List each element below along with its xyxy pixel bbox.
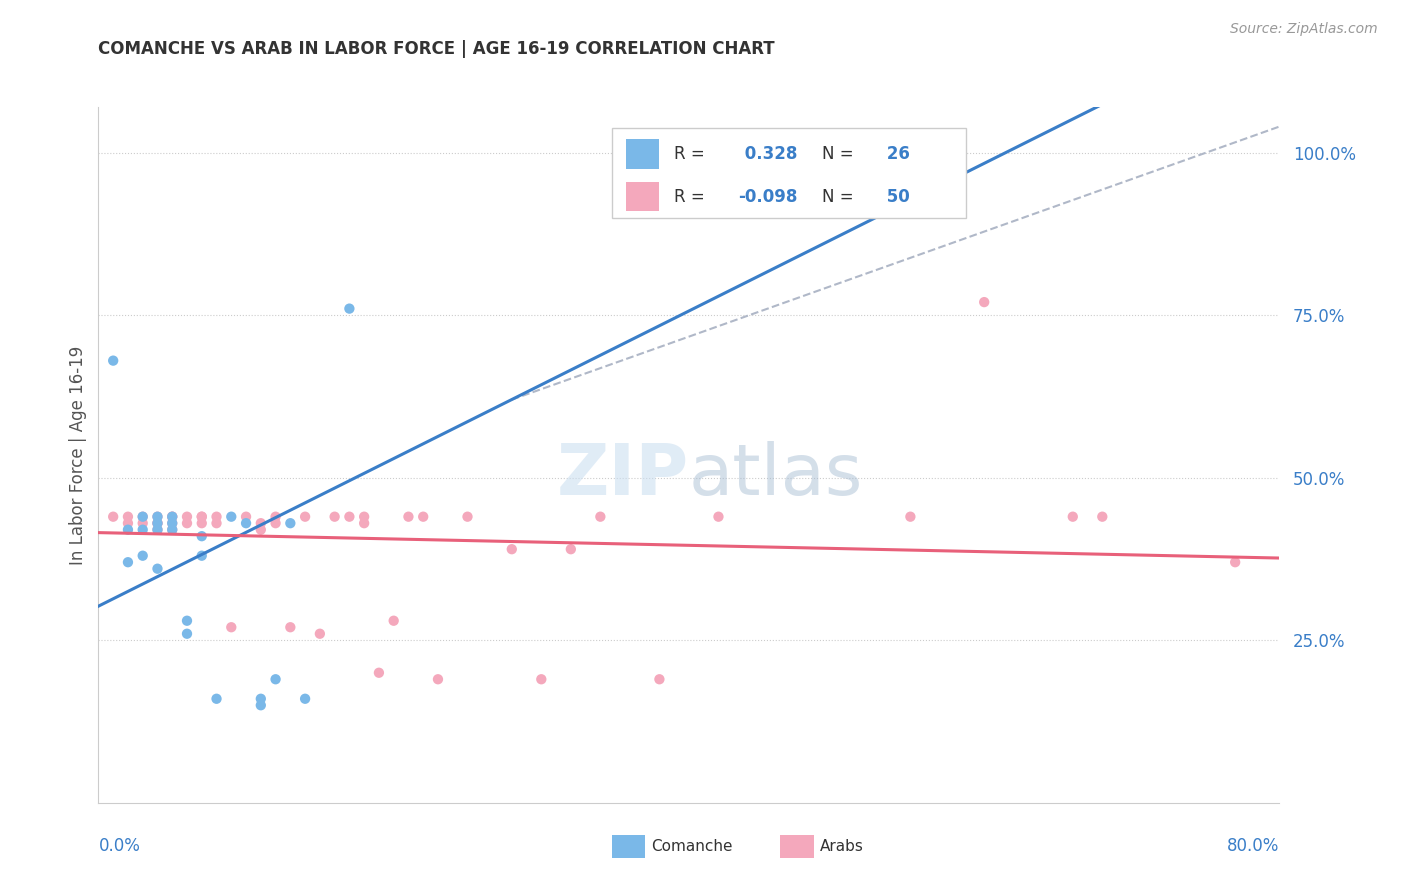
- Point: [219, 509, 242, 524]
- Point: [132, 516, 155, 531]
- Point: [900, 509, 922, 524]
- Point: [146, 516, 169, 531]
- Point: [117, 509, 139, 524]
- Text: 50: 50: [882, 187, 910, 205]
- Point: [146, 516, 169, 531]
- Point: [205, 516, 228, 531]
- Point: [191, 529, 214, 543]
- Y-axis label: In Labor Force | Age 16-19: In Labor Force | Age 16-19: [69, 345, 87, 565]
- Text: 80.0%: 80.0%: [1227, 837, 1279, 855]
- Point: [250, 523, 273, 537]
- Bar: [626, 182, 659, 211]
- Point: [530, 672, 553, 686]
- Point: [146, 509, 169, 524]
- Point: [191, 509, 214, 524]
- Point: [205, 691, 228, 706]
- Point: [117, 523, 139, 537]
- Bar: [626, 139, 659, 169]
- Point: [1062, 509, 1084, 524]
- Point: [162, 509, 183, 524]
- Point: [235, 509, 257, 524]
- Point: [191, 509, 214, 524]
- Point: [396, 509, 419, 524]
- Text: COMANCHE VS ARAB IN LABOR FORCE | AGE 16-19 CORRELATION CHART: COMANCHE VS ARAB IN LABOR FORCE | AGE 16…: [98, 40, 775, 58]
- Point: [191, 549, 214, 563]
- Point: [205, 509, 228, 524]
- Point: [219, 620, 242, 634]
- Point: [146, 516, 169, 531]
- Point: [456, 509, 478, 524]
- Point: [250, 516, 273, 531]
- Point: [501, 542, 523, 557]
- Point: [146, 523, 169, 537]
- Point: [382, 614, 405, 628]
- Point: [412, 509, 434, 524]
- Point: [368, 665, 391, 680]
- Point: [337, 301, 360, 316]
- Point: [132, 509, 155, 524]
- Point: [353, 516, 375, 531]
- Point: [132, 549, 155, 563]
- Text: Source: ZipAtlas.com: Source: ZipAtlas.com: [1230, 22, 1378, 37]
- Point: [162, 516, 183, 531]
- Point: [162, 523, 183, 537]
- Point: [707, 509, 730, 524]
- Text: R =: R =: [673, 145, 704, 163]
- Point: [162, 509, 183, 524]
- Point: [176, 614, 198, 628]
- Point: [117, 516, 139, 531]
- Text: -0.098: -0.098: [738, 187, 799, 205]
- Point: [353, 509, 375, 524]
- Point: [162, 523, 183, 537]
- Point: [146, 509, 169, 524]
- Point: [250, 691, 273, 706]
- Point: [560, 542, 582, 557]
- Point: [235, 516, 257, 531]
- Point: [176, 516, 198, 531]
- Point: [176, 509, 198, 524]
- Point: [648, 672, 671, 686]
- Text: N =: N =: [823, 145, 853, 163]
- Bar: [612, 128, 966, 219]
- Point: [103, 509, 125, 524]
- Text: 0.0%: 0.0%: [98, 837, 141, 855]
- Point: [589, 509, 612, 524]
- Point: [337, 509, 360, 524]
- Point: [278, 620, 302, 634]
- Point: [132, 523, 155, 537]
- Text: atlas: atlas: [689, 442, 863, 510]
- Point: [250, 698, 273, 713]
- Text: Arabs: Arabs: [820, 839, 863, 854]
- Point: [1223, 555, 1246, 569]
- Point: [103, 353, 125, 368]
- Point: [191, 516, 214, 531]
- Text: 0.328: 0.328: [738, 145, 797, 163]
- Point: [323, 509, 346, 524]
- Point: [264, 516, 287, 531]
- Text: 26: 26: [882, 145, 910, 163]
- Point: [294, 691, 316, 706]
- Point: [162, 509, 183, 524]
- Point: [132, 509, 155, 524]
- Point: [176, 626, 198, 640]
- Point: [973, 295, 995, 310]
- Point: [264, 672, 287, 686]
- Point: [264, 509, 287, 524]
- Point: [146, 523, 169, 537]
- Point: [117, 555, 139, 569]
- Point: [427, 672, 450, 686]
- Text: Comanche: Comanche: [651, 839, 733, 854]
- Point: [162, 516, 183, 531]
- Point: [294, 509, 316, 524]
- Text: ZIP: ZIP: [557, 442, 689, 510]
- Point: [146, 562, 169, 576]
- Point: [1091, 509, 1114, 524]
- Text: N =: N =: [823, 187, 853, 205]
- Point: [278, 516, 302, 531]
- Point: [309, 626, 332, 640]
- Text: R =: R =: [673, 187, 704, 205]
